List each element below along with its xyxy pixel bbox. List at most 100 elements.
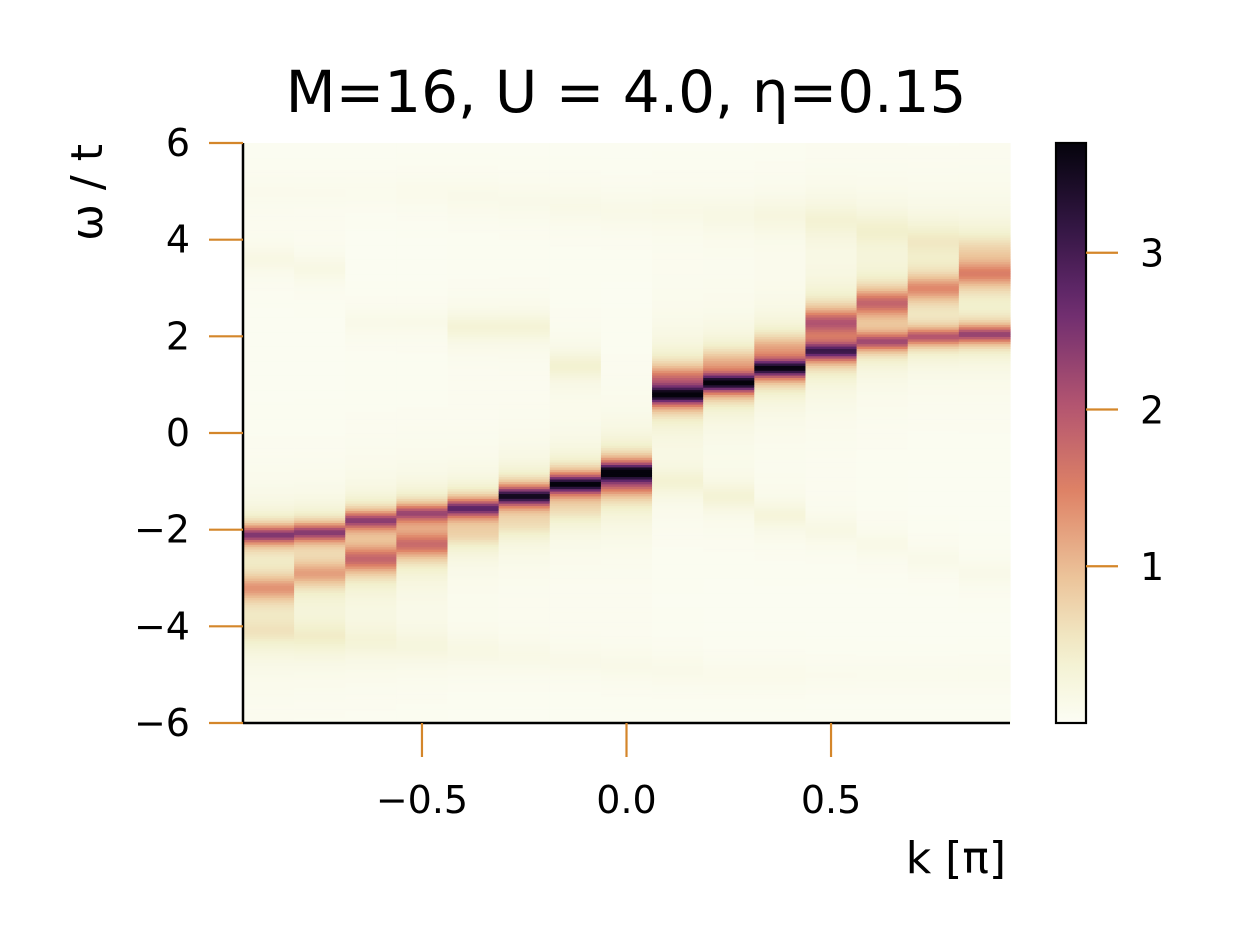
heatmap-cell <box>652 708 704 712</box>
heatmap-cell <box>754 162 807 166</box>
heatmap-cell <box>345 616 397 620</box>
heatmap-cell <box>345 454 397 458</box>
heatmap-cell <box>498 353 551 357</box>
heatmap-cell <box>805 689 858 693</box>
heatmap-cell <box>498 677 551 681</box>
heatmap-cell <box>754 428 807 432</box>
heatmap-cell <box>294 157 346 161</box>
heatmap-cell <box>703 210 755 214</box>
heatmap-cell <box>549 667 602 671</box>
heatmap-cell <box>652 331 704 335</box>
heatmap-cell <box>703 411 755 415</box>
heatmap-cell <box>703 198 755 202</box>
heatmap-cell <box>703 532 755 536</box>
heatmap-cell <box>754 609 807 613</box>
heatmap-cell <box>345 621 397 625</box>
heatmap-cell <box>703 599 755 603</box>
heatmap-cell <box>754 476 807 480</box>
heatmap-cell <box>345 483 397 487</box>
heatmap-cell <box>805 578 858 582</box>
heatmap-cell <box>396 713 449 717</box>
heatmap-cell <box>805 698 858 702</box>
heatmap-cell <box>958 145 1011 149</box>
heatmap-cell <box>498 377 551 381</box>
heatmap-cell <box>396 478 449 482</box>
heatmap-cell <box>856 389 909 393</box>
heatmap-cell <box>447 404 500 408</box>
heatmap-cell <box>549 597 602 601</box>
heatmap-cell <box>600 573 653 577</box>
heatmap-cell <box>652 217 704 221</box>
heatmap-cell <box>498 457 551 461</box>
heatmap-cell <box>345 696 397 700</box>
heatmap-cell <box>703 430 755 434</box>
heatmap-cell <box>805 459 858 463</box>
heatmap-cell <box>805 677 858 681</box>
heatmap-cell <box>805 691 858 695</box>
heatmap-cell <box>396 273 449 277</box>
heatmap-cell <box>600 701 653 705</box>
heatmap-cell <box>243 476 295 480</box>
heatmap-cell <box>652 234 704 238</box>
heatmap-cell <box>345 442 397 446</box>
heatmap-cell <box>498 481 551 485</box>
heatmap-cell <box>754 440 807 444</box>
heatmap-cell <box>703 304 755 308</box>
heatmap-cell <box>498 290 551 294</box>
heatmap-cell <box>498 164 551 168</box>
heatmap-cell <box>652 406 704 410</box>
heatmap-cell <box>754 321 807 325</box>
heatmap-cell <box>907 285 960 289</box>
heatmap-cell <box>805 273 858 277</box>
heatmap-cell <box>958 440 1011 444</box>
heatmap-cell <box>243 152 295 156</box>
heatmap-cell <box>243 435 295 439</box>
heatmap-cell <box>907 375 960 379</box>
heatmap-cell <box>345 640 397 644</box>
heatmap-cell <box>907 193 960 197</box>
heatmap-cell <box>549 483 602 487</box>
heatmap-cell <box>447 715 500 719</box>
heatmap-cell <box>498 715 551 719</box>
heatmap-cell <box>907 307 960 311</box>
heatmap-cell <box>652 365 704 369</box>
heatmap-cell <box>345 210 397 214</box>
heatmap-cell <box>345 713 397 717</box>
heatmap-cell <box>856 609 909 613</box>
heatmap-cell <box>703 652 755 656</box>
heatmap-cell <box>805 594 858 598</box>
heatmap-cell <box>805 565 858 569</box>
heatmap-cell <box>294 408 346 412</box>
heatmap-cell <box>243 604 295 608</box>
heatmap-cell <box>652 309 704 313</box>
heatmap-cell <box>549 599 602 603</box>
heatmap-cell <box>652 326 704 330</box>
heatmap-cell <box>345 628 397 632</box>
heatmap-cell <box>754 672 807 676</box>
heatmap-cell <box>856 217 909 221</box>
heatmap-cell <box>805 292 858 296</box>
heatmap-cell <box>243 677 295 681</box>
heatmap-cell <box>652 645 704 649</box>
heatmap-cell <box>754 210 807 214</box>
heatmap-cell <box>396 561 449 565</box>
heatmap-cell <box>652 553 704 557</box>
heatmap-cell <box>600 201 653 205</box>
heatmap-cell <box>600 198 653 202</box>
heatmap-cell <box>754 570 807 574</box>
heatmap-cell <box>243 254 295 258</box>
heatmap-cell <box>754 669 807 673</box>
heatmap-cell <box>447 256 500 260</box>
heatmap-cell <box>345 597 397 601</box>
heatmap-cell <box>600 628 653 632</box>
heatmap-cell <box>703 662 755 666</box>
heatmap-cell <box>600 466 653 470</box>
heatmap-cell <box>396 375 449 379</box>
heatmap-cell <box>958 713 1011 717</box>
heatmap-cell <box>243 628 295 632</box>
heatmap-cell <box>856 232 909 236</box>
heatmap-cell <box>805 372 858 376</box>
heatmap-cell <box>600 541 653 545</box>
heatmap-cell <box>703 710 755 714</box>
heatmap-cell <box>856 645 909 649</box>
